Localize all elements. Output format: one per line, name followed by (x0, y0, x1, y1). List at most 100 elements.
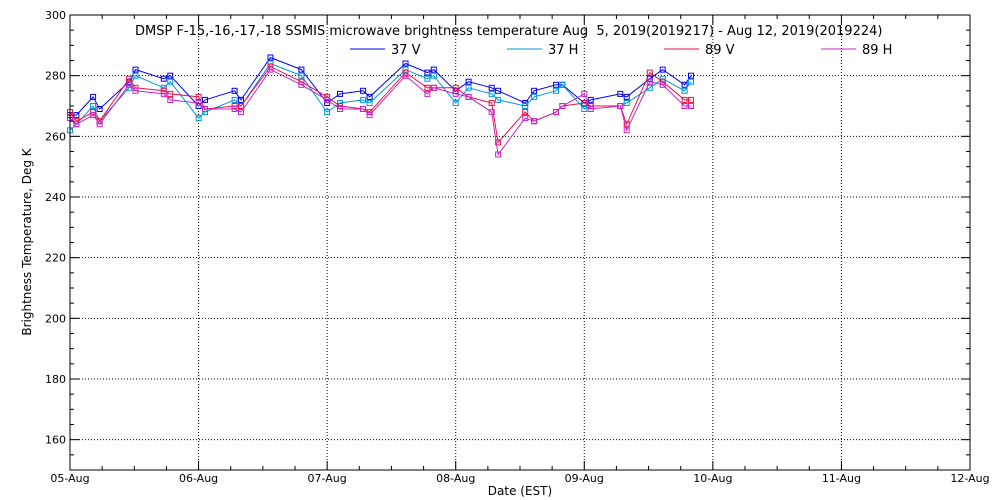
data-point-89-h (366, 112, 373, 119)
y-tick-label: 200 (45, 312, 66, 325)
data-point-89-h (324, 96, 331, 103)
x-tick-label: 08-Aug (436, 472, 475, 485)
data-point-89-h (646, 78, 653, 85)
data-point-89-h (553, 109, 559, 116)
x-tick-label: 11-Aug (822, 472, 861, 485)
data-point-89-h (96, 121, 103, 128)
data-point-89-h (587, 106, 594, 112)
data-point-89-v (298, 78, 305, 85)
data-point-89-h (559, 103, 566, 109)
data-point-37-h (488, 90, 495, 97)
data-point-37-v (90, 93, 97, 100)
data-point-37-v (298, 66, 305, 73)
data-point-89-h (298, 81, 305, 88)
data-point-37-h (267, 60, 274, 67)
data-point-37-v (238, 96, 244, 103)
y-tick-label: 300 (45, 9, 66, 22)
data-point-37-v (424, 69, 431, 76)
data-point-37-h (623, 100, 630, 106)
data-point-89-h (688, 103, 694, 109)
data-point-37-v (531, 87, 538, 94)
data-point-37-h (202, 109, 208, 116)
data-point-37-v (160, 75, 167, 82)
data-point-89-v (495, 139, 502, 146)
data-point-89-h (488, 109, 495, 116)
y-tick-label: 160 (45, 434, 66, 447)
data-point-37-v (681, 81, 688, 88)
data-point-37-h (90, 103, 97, 109)
legend-label-37-v: 37 V (391, 43, 421, 58)
data-point-37-v (96, 106, 103, 112)
x-axis-title: Date (EST) (488, 484, 552, 498)
data-point-37-h (167, 78, 174, 85)
y-axis-title: Brightness Temperature, Deg K (20, 147, 34, 335)
data-point-37-h (430, 72, 437, 79)
data-point-37-v (488, 84, 495, 91)
data-point-89-v (522, 109, 529, 116)
y-tick-label: 280 (45, 70, 66, 83)
data-point-37-v (402, 60, 409, 67)
data-point-37-v (587, 96, 594, 103)
chart-title: DMSP F-15,-16,-17,-18 SSMIS microwave br… (135, 24, 882, 39)
data-point-89-h (160, 90, 167, 97)
data-point-37-v (659, 66, 666, 73)
data-point-37-v (337, 90, 343, 97)
data-point-37-v (202, 96, 208, 103)
data-point-37-v (465, 78, 472, 85)
legend-label-89-v: 89 V (705, 43, 735, 58)
data-point-37-h (531, 93, 538, 100)
series-layer (67, 54, 694, 158)
data-point-37-v (167, 72, 174, 79)
data-point-37-v (623, 93, 630, 100)
data-point-37-h (553, 87, 559, 94)
data-point-89-h (430, 84, 437, 91)
data-point-37-v (617, 90, 624, 97)
data-point-89-h (231, 106, 238, 112)
data-point-37-h (581, 106, 588, 112)
data-point-37-h (681, 87, 688, 94)
x-tick-label: 10-Aug (693, 472, 732, 485)
y-tick-label: 240 (45, 191, 66, 204)
legend-label-37-h: 37 H (548, 43, 578, 58)
y-tick-label: 260 (45, 130, 66, 143)
data-point-37-v (553, 81, 559, 88)
y-tick-label: 180 (45, 373, 66, 386)
data-point-89-h (126, 81, 133, 88)
data-point-89-h (267, 66, 274, 73)
data-point-37-v (267, 54, 274, 61)
data-point-37-v (231, 87, 238, 94)
x-tick-label: 12-Aug (950, 472, 989, 485)
data-point-37-h (132, 72, 139, 79)
data-point-89-h (167, 96, 174, 103)
data-point-89-v (238, 103, 244, 109)
data-point-89-h (202, 106, 208, 112)
data-point-37-h (298, 72, 305, 79)
data-point-37-h (522, 103, 529, 109)
data-point-37-v (132, 66, 139, 73)
data-point-37-h (195, 115, 202, 122)
data-point-37-v (360, 87, 367, 94)
data-point-89-h (73, 121, 80, 128)
data-point-37-h (559, 81, 566, 88)
y-tick-label: 220 (45, 252, 66, 265)
axes: 05-Aug 06-Aug 07-Aug 08-Aug 09-Aug 10-Aug 11-A… (45, 9, 990, 485)
data-point-89-h (623, 127, 630, 134)
data-point-37-h (465, 84, 472, 91)
x-tick-label: 07-Aug (308, 472, 347, 485)
data-point-89-h (195, 100, 202, 106)
data-point-89-v (488, 100, 495, 106)
data-point-37-h (452, 100, 459, 106)
data-point-37-h (324, 109, 331, 116)
data-point-89-v (659, 78, 666, 85)
data-point-89-v (452, 84, 459, 91)
x-tick-label: 06-Aug (179, 472, 218, 485)
data-point-37-h (231, 96, 238, 103)
data-point-37-v (366, 93, 373, 100)
data-point-37-h (688, 78, 694, 85)
data-point-37-h (424, 75, 431, 82)
series-line-37-v (70, 56, 692, 116)
data-point-89-h (424, 90, 431, 97)
data-point-89-h (531, 118, 538, 125)
x-tick-label: 09-Aug (565, 472, 604, 485)
